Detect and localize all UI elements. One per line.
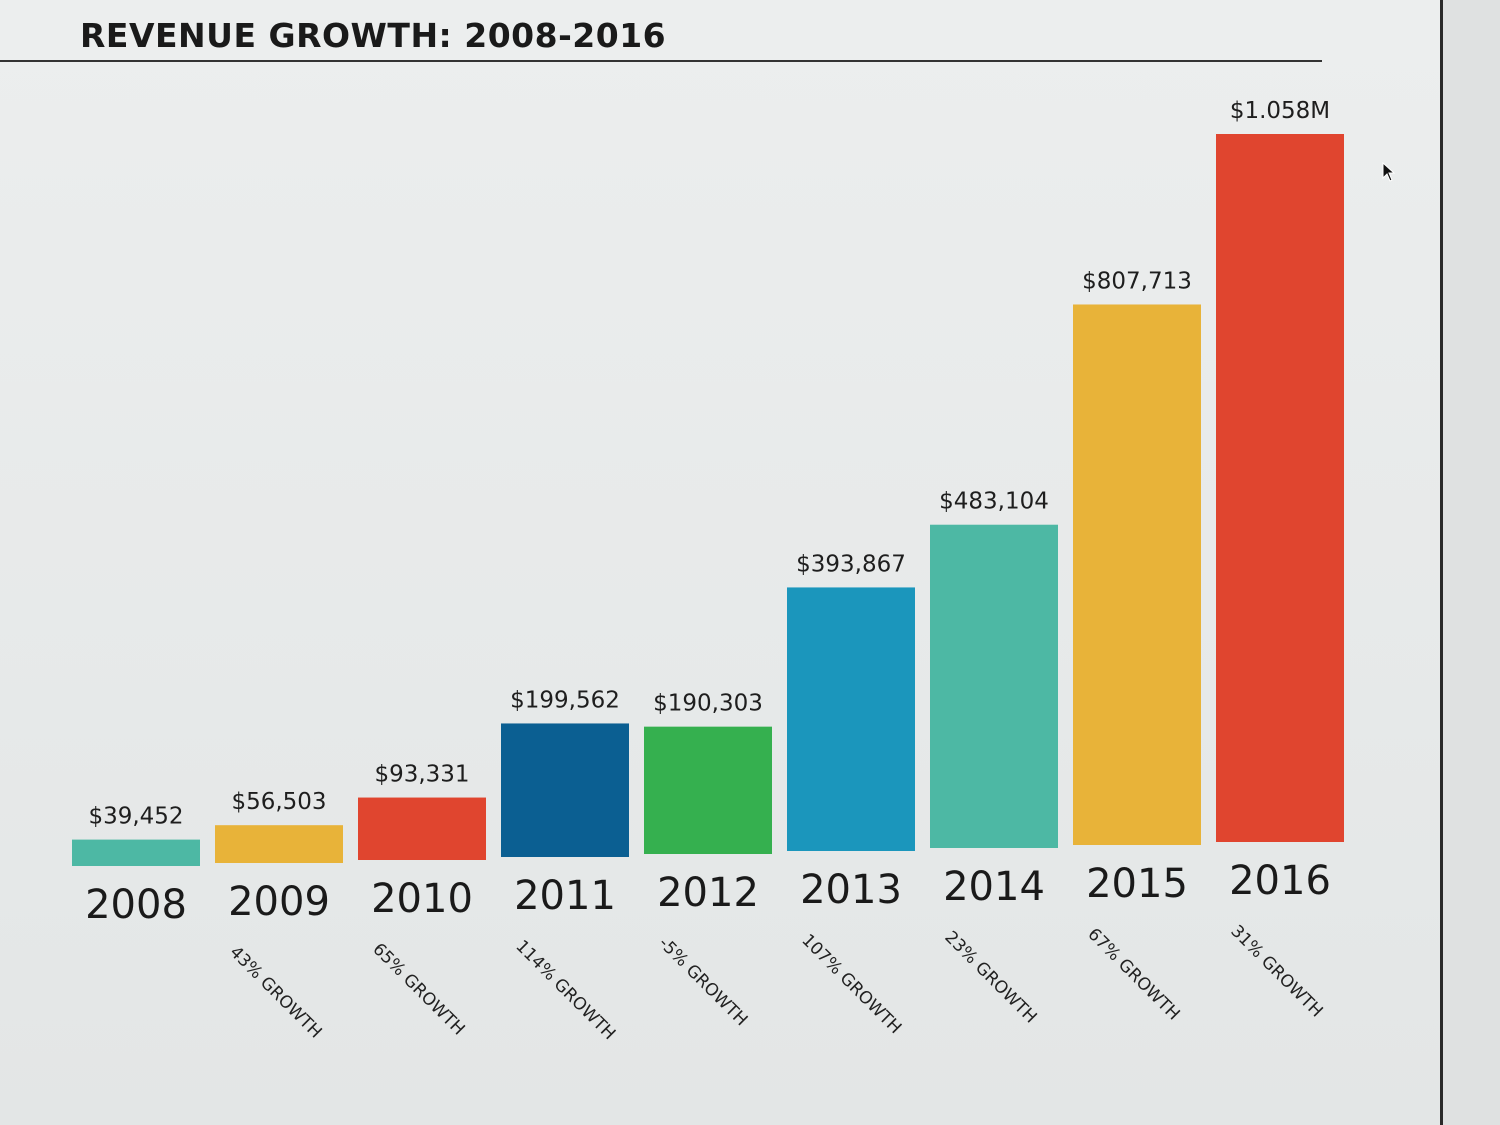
growth-label-2011: 114% GROWTH <box>511 936 619 1044</box>
bar-2011 <box>501 723 629 857</box>
chart-title: REVENUE GROWTH: 2008-2016 <box>80 16 667 55</box>
year-label-2015: 2015 <box>1086 861 1188 907</box>
value-label-2014: $483,104 <box>939 489 1049 515</box>
year-label-2014: 2014 <box>943 864 1045 910</box>
year-label-2013: 2013 <box>800 867 902 913</box>
year-label-2010: 2010 <box>371 876 473 922</box>
growth-label-2013: 107% GROWTH <box>797 930 905 1038</box>
bar-2012 <box>644 726 772 854</box>
year-label-2016: 2016 <box>1229 858 1331 904</box>
value-label-2013: $393,867 <box>796 551 906 577</box>
monitor-bezel-edge <box>1440 0 1443 1125</box>
year-label-2012: 2012 <box>657 870 759 916</box>
growth-label-2014: 23% GROWTH <box>940 927 1040 1027</box>
bar-chart: $39,452 2008 $56,503 2009 43% GROWTH $93,331 2… <box>72 98 1344 1044</box>
value-label-2016: $1.058M <box>1230 98 1330 124</box>
title-divider <box>0 60 1322 62</box>
bar-2015 <box>1073 304 1201 845</box>
growth-label-2012: -5% GROWTH <box>654 933 751 1030</box>
bar-2013 <box>787 587 915 851</box>
value-label-2010: $93,331 <box>374 762 469 788</box>
growth-label-2016: 31% GROWTH <box>1226 921 1326 1021</box>
monitor-bezel <box>1443 0 1500 1125</box>
value-label-2012: $190,303 <box>653 691 763 717</box>
year-label-2008: 2008 <box>85 882 187 928</box>
growth-label-2015: 67% GROWTH <box>1083 924 1183 1024</box>
mouse-pointer-icon <box>1382 162 1396 182</box>
bar-2008 <box>72 839 200 866</box>
year-label-2009: 2009 <box>228 879 330 925</box>
bar-2009 <box>215 825 343 863</box>
value-label-2015: $807,713 <box>1082 268 1192 294</box>
growth-label-2010: 65% GROWTH <box>368 939 468 1039</box>
bar-2010 <box>358 797 486 860</box>
growth-label-2009: 43% GROWTH <box>225 942 325 1042</box>
year-label-2011: 2011 <box>514 873 616 919</box>
value-label-2009: $56,503 <box>231 789 326 815</box>
bar-2016 <box>1216 134 1344 842</box>
value-label-2008: $39,452 <box>88 804 183 830</box>
bar-2014 <box>930 524 1058 848</box>
value-label-2011: $199,562 <box>510 687 620 713</box>
